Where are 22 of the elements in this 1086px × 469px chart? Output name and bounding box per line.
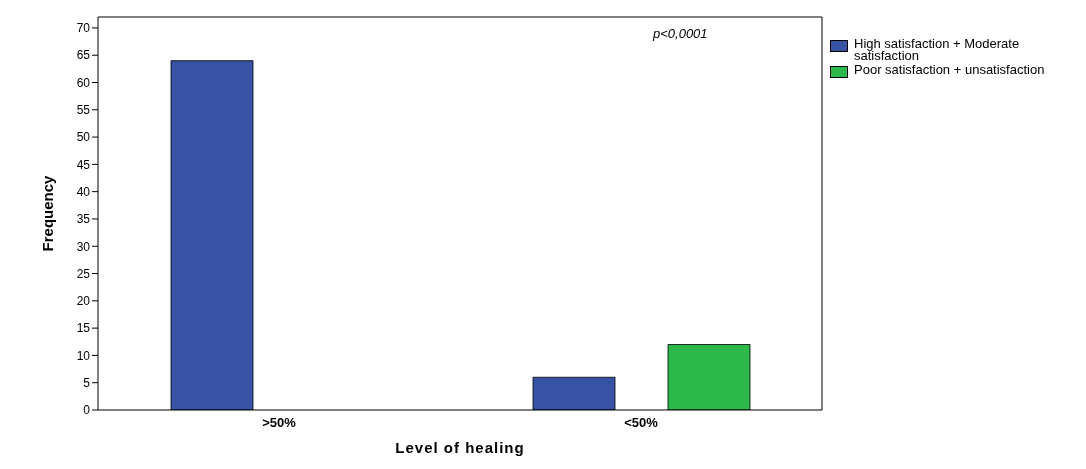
y-tick-label: 35 [76, 212, 91, 227]
y-tick-label: 0 [83, 403, 91, 418]
y-tick-label: 15 [76, 321, 91, 336]
annotation: p<0,0001 [653, 26, 708, 41]
y-tick-label: 10 [76, 348, 91, 363]
x-axis-title: Level of healing [395, 439, 525, 456]
y-tick-label: 55 [76, 103, 91, 118]
y-tick-label: 20 [76, 294, 91, 309]
y-tick-label: 70 [76, 21, 91, 36]
x-tick-label: >50% [262, 415, 297, 431]
y-tick-label: 5 [83, 375, 91, 390]
legend-label: High satisfaction + Moderate satisfaction [854, 36, 1021, 63]
y-tick-label: 40 [76, 184, 91, 199]
y-tick-label: 30 [76, 239, 91, 254]
y-tick-label: 60 [76, 75, 91, 90]
y-tick-label: 50 [76, 130, 91, 145]
y-axis-title: Frequency [39, 174, 57, 252]
y-tick-label: 65 [76, 48, 91, 63]
y-tick-label: 45 [76, 157, 91, 172]
legend-label: Poor satisfaction + unsatisfaction [854, 62, 1046, 77]
y-tick-label: 25 [76, 266, 91, 281]
x-tick-label: <50% [624, 415, 659, 431]
